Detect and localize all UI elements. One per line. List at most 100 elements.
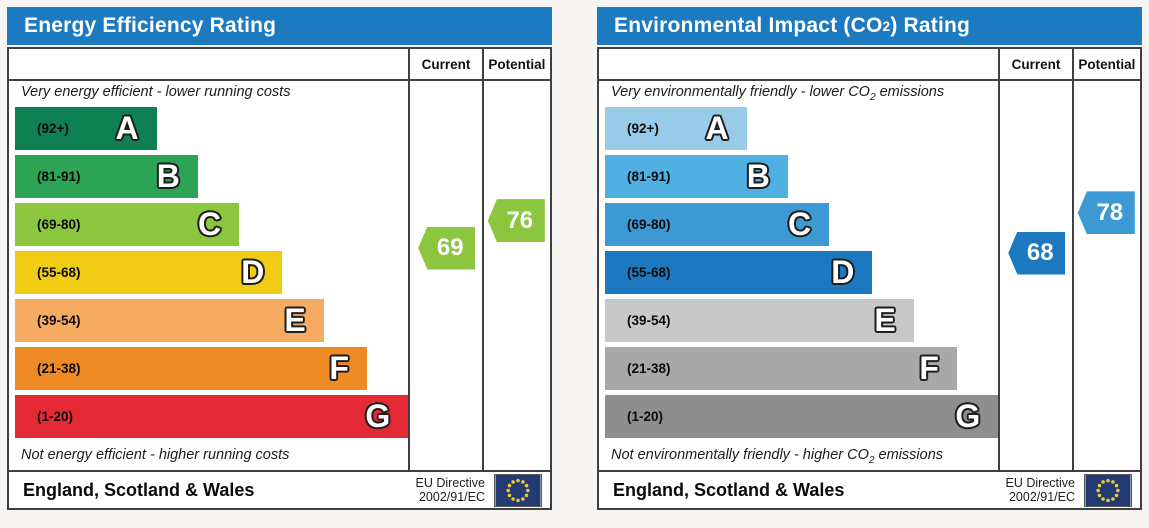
band-range-label: (1-20) xyxy=(627,408,664,424)
band-row: (55-68) D xyxy=(605,250,998,294)
band-row: (92+) A xyxy=(605,106,998,150)
rating-bands: (92+) A (81-91) B (69-80) C (55-68) D (39-54) E (2… xyxy=(15,106,409,443)
column-header-potential: Potential xyxy=(481,49,550,79)
potential-score-column: 76 xyxy=(481,81,550,470)
chart-title-text: Energy Efficiency Rating xyxy=(24,14,277,37)
header-spacer-cell xyxy=(599,49,998,79)
chart-footer: England, Scotland & Wales EU Directive 2… xyxy=(9,470,550,508)
column-header-current: Current xyxy=(408,49,482,79)
current-score-arrow: 68 xyxy=(1008,231,1066,275)
column-header-row: Current Potential xyxy=(599,49,1140,81)
band-bar-b: (81-91) B xyxy=(15,154,198,198)
chart-title: Energy Efficiency Rating xyxy=(7,7,552,45)
band-letter: C xyxy=(198,205,222,242)
column-header-potential: Potential xyxy=(1071,49,1140,79)
band-bar-g: (1-20) G xyxy=(15,394,409,438)
energy-efficiency-chart: Energy Efficiency Rating Current Potenti… xyxy=(7,7,552,510)
header-spacer-cell xyxy=(9,49,408,79)
potential-score-arrow: 76 xyxy=(487,199,545,243)
rating-bands: (92+) A (81-91) B (69-80) C (55-68) D (39-54) E (2… xyxy=(605,106,999,443)
rating-body: Very environmentally friendly - lower CO… xyxy=(599,81,1140,470)
band-bar-c: (69-80) C xyxy=(605,202,830,246)
band-letter: E xyxy=(874,301,896,338)
band-bar-e: (39-54) E xyxy=(605,298,914,342)
band-range-label: (55-68) xyxy=(37,264,81,280)
chart-title-subscript: 2 xyxy=(882,18,891,34)
current-score-arrow: 69 xyxy=(418,226,476,270)
bands-column: Very energy efficient - lower running co… xyxy=(9,81,409,470)
band-letter: C xyxy=(788,205,812,242)
band-letter: E xyxy=(284,301,306,338)
band-row: (69-80) C xyxy=(15,202,408,246)
band-row: (69-80) C xyxy=(605,202,998,246)
band-bar-f: (21-38) F xyxy=(605,346,957,390)
band-letter: G xyxy=(955,397,981,434)
current-score-column: 68 xyxy=(998,81,1072,470)
band-bar-f: (21-38) F xyxy=(15,346,367,390)
band-range-label: (21-38) xyxy=(627,360,671,376)
band-bar-a: (92+) A xyxy=(605,106,747,150)
epc-certificate-page: Energy Efficiency Rating Current Potenti… xyxy=(7,7,1142,510)
column-header-current: Current xyxy=(998,49,1072,79)
eu-flag-icon xyxy=(494,473,542,507)
band-letter: F xyxy=(329,349,349,386)
eu-flag-icon xyxy=(1084,473,1132,507)
band-bar-g: (1-20) G xyxy=(605,394,999,438)
environmental-impact-chart: Environmental Impact (CO 2) Rating Curren… xyxy=(597,7,1142,510)
band-range-label: (81-91) xyxy=(37,168,81,184)
current-score-column: 69 xyxy=(408,81,482,470)
band-row: (55-68) D xyxy=(15,250,408,294)
band-row: (81-91) B xyxy=(15,154,408,198)
band-row: (21-38) F xyxy=(605,346,998,390)
band-bar-b: (81-91) B xyxy=(605,154,788,198)
band-range-label: (55-68) xyxy=(627,264,671,280)
band-row: (92+) A xyxy=(15,106,408,150)
band-row: (39-54) E xyxy=(15,298,408,342)
rating-table: Current Potential Very energy efficient … xyxy=(7,47,552,510)
band-bar-d: (55-68) D xyxy=(605,250,873,294)
chart-title-suffix: ) Rating xyxy=(890,14,971,37)
chart-footer: England, Scotland & Wales EU Directive 2… xyxy=(599,470,1140,508)
band-range-label: (1-20) xyxy=(37,408,74,424)
region-label: England, Scotland & Wales xyxy=(23,479,255,500)
caption-bottom: Not environmentally friendly - higher CO… xyxy=(611,446,944,466)
band-letter: F xyxy=(919,349,939,386)
rating-body: Very energy efficient - lower running co… xyxy=(9,81,550,470)
band-range-label: (21-38) xyxy=(37,360,81,376)
band-bar-e: (39-54) E xyxy=(15,298,324,342)
potential-score-arrow: 78 xyxy=(1077,191,1135,235)
band-letter: G xyxy=(365,397,391,434)
band-range-label: (39-54) xyxy=(627,312,671,328)
band-range-label: (81-91) xyxy=(627,168,671,184)
column-header-row: Current Potential xyxy=(9,49,550,81)
band-bar-a: (92+) A xyxy=(15,106,157,150)
band-letter: B xyxy=(746,157,770,194)
chart-title: Environmental Impact (CO 2) Rating xyxy=(597,7,1142,45)
band-letter: B xyxy=(156,157,180,194)
eu-directive-label: EU Directive 2002/91/EC xyxy=(415,475,485,504)
region-label: England, Scotland & Wales xyxy=(613,479,845,500)
caption-top: Very energy efficient - lower running co… xyxy=(21,84,291,101)
band-range-label: (92+) xyxy=(37,120,69,136)
rating-table: Current Potential Very environmentally f… xyxy=(597,47,1142,510)
band-row: (39-54) E xyxy=(605,298,998,342)
band-bar-d: (55-68) D xyxy=(15,250,283,294)
band-letter: D xyxy=(831,253,855,290)
potential-score-column: 78 xyxy=(1071,81,1140,470)
band-range-label: (39-54) xyxy=(37,312,81,328)
band-row: (1-20) G xyxy=(15,394,409,438)
bands-column: Very environmentally friendly - lower CO… xyxy=(599,81,999,470)
band-row: (81-91) B xyxy=(605,154,998,198)
chart-title-text: Environmental Impact (CO xyxy=(614,14,883,37)
band-row: (21-38) F xyxy=(15,346,408,390)
band-row: (1-20) G xyxy=(605,394,999,438)
band-letter: A xyxy=(705,109,729,146)
eu-directive-label: EU Directive 2002/91/EC xyxy=(1005,475,1075,504)
band-letter: A xyxy=(115,109,139,146)
band-range-label: (69-80) xyxy=(37,216,81,232)
band-letter: D xyxy=(241,253,265,290)
band-range-label: (69-80) xyxy=(627,216,671,232)
band-bar-c: (69-80) C xyxy=(15,202,240,246)
caption-top: Very environmentally friendly - lower CO… xyxy=(611,84,945,104)
caption-bottom: Not energy efficient - higher running co… xyxy=(21,446,290,463)
